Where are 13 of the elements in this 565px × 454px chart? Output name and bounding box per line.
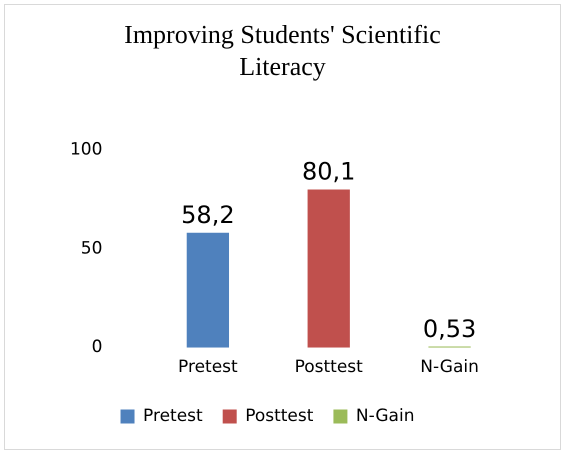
data-label: 58,2	[181, 200, 235, 229]
y-tick-label: 0	[92, 337, 102, 358]
legend-label: Posttest	[245, 406, 314, 426]
y-tick-label: 50	[80, 238, 102, 258]
x-tick-label: Pretest	[178, 357, 238, 378]
data-label: 80,1	[302, 158, 356, 186]
legend-label: Pretest	[143, 406, 204, 426]
data-label: 0,53	[422, 314, 476, 343]
chart-title: Improving Students' Scientific Literacy	[123, 19, 442, 83]
x-tick-label: Posttest	[294, 357, 364, 378]
x-tick-label: N-Gain	[420, 357, 479, 378]
y-tick-label: 100	[70, 140, 102, 160]
legend-label: N-Gain	[356, 406, 414, 426]
